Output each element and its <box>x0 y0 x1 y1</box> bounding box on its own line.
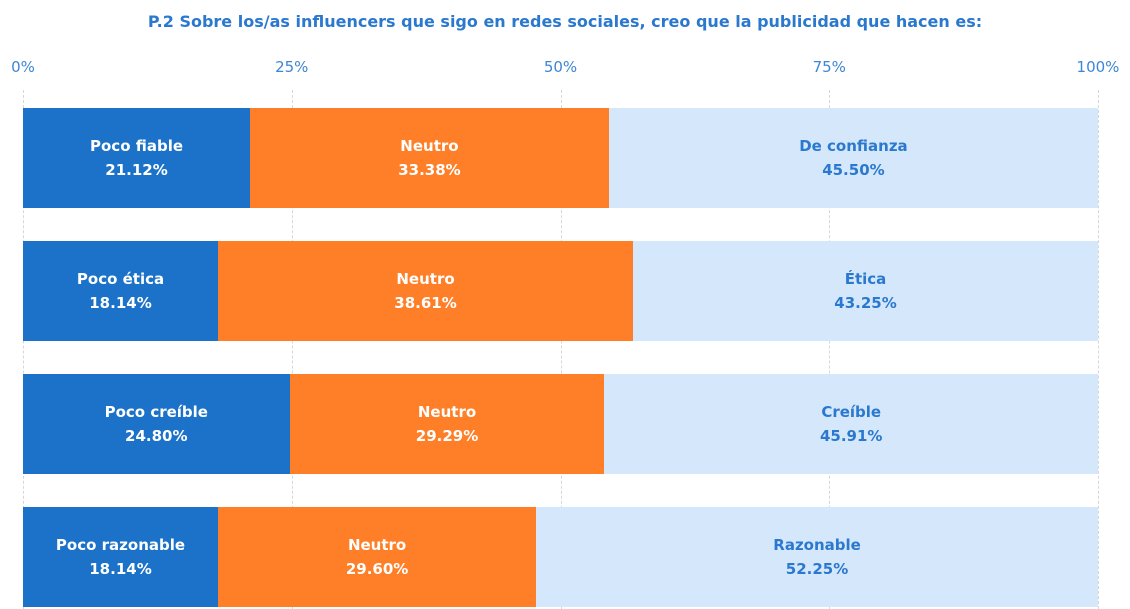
segment-label: Poco fiable <box>90 137 184 155</box>
bar-segment: Neutro 29.60% <box>218 507 537 607</box>
bar-segment: Neutro 38.61% <box>218 241 634 341</box>
value-label: 45.50% <box>822 161 885 179</box>
grid-line <box>560 90 562 609</box>
segment-label: Poco ética <box>76 270 165 288</box>
segment-label: Creíble <box>821 403 882 421</box>
bar-segment: Neutro 33.38% <box>250 108 609 208</box>
value-label: 18.14% <box>89 294 152 312</box>
value-label: 21.12% <box>105 161 168 179</box>
bar-segment: Neutro 29.29% <box>289 374 605 474</box>
value-label: 18.14% <box>89 560 152 578</box>
bar-segment: Poco razonable 18.14% <box>23 507 218 607</box>
value-label: 29.29% <box>415 427 479 445</box>
bar-segment: Poco ética 18.14% <box>23 241 218 341</box>
chart-title: P.2 Sobre los/as influencers que sigo en… <box>147 12 983 31</box>
bar-segment: Creíble 45.91% <box>604 374 1098 474</box>
value-label: 33.38% <box>398 161 461 179</box>
x-tick-label: 0% <box>11 58 35 76</box>
segment-label: Ética <box>844 270 887 288</box>
value-label: 24.80% <box>125 427 188 445</box>
segment-label: Poco razonable <box>55 536 186 554</box>
x-tick-label: 100% <box>1076 58 1120 76</box>
bar-segment: Poco fiable 21.12% <box>23 108 251 208</box>
segment-label: Razonable <box>773 536 861 554</box>
bar-segment: Razonable 52.25% <box>536 507 1098 607</box>
value-label: 45.91% <box>819 427 883 445</box>
segment-label: Neutro <box>417 403 477 421</box>
bar-segment: Ética 43.25% <box>633 241 1098 341</box>
segment-label: Neutro <box>400 137 459 155</box>
grid-line <box>829 90 831 609</box>
value-label: 29.60% <box>345 560 409 578</box>
segment-label: Poco creíble <box>104 403 208 421</box>
x-tick-label: 75% <box>812 58 846 76</box>
grid-line <box>291 90 293 609</box>
segment-label: De confianza <box>799 137 908 155</box>
segment-label: Neutro <box>347 536 407 554</box>
bar-segment: Poco creíble 24.80% <box>23 374 290 474</box>
x-tick-label: 50% <box>543 58 578 76</box>
grid-line <box>1098 90 1099 609</box>
grid-line <box>23 90 24 609</box>
value-label: 38.61% <box>394 294 457 312</box>
bar-segment: De confianza 45.50% <box>608 108 1098 208</box>
segment-label: Neutro <box>396 270 455 288</box>
value-label: 43.25% <box>834 294 897 312</box>
value-label: 52.25% <box>785 560 849 578</box>
x-tick-label: 25% <box>275 58 309 76</box>
